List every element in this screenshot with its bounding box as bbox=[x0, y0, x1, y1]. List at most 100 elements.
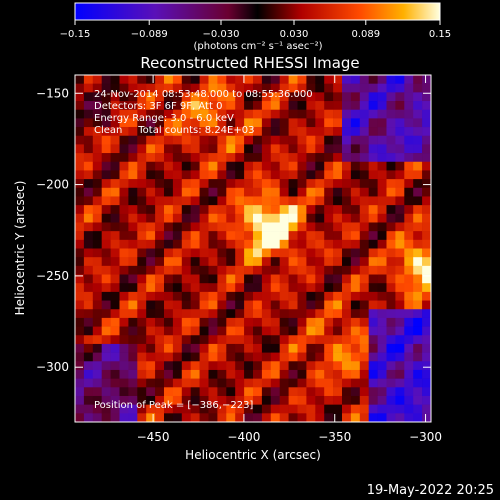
heatmap-cell bbox=[181, 378, 191, 388]
heatmap-cell bbox=[324, 222, 334, 232]
heatmap-cell bbox=[306, 239, 316, 249]
heatmap-cell bbox=[288, 135, 298, 145]
heatmap-cell bbox=[190, 395, 200, 405]
heatmap-cell bbox=[359, 326, 369, 336]
heatmap-cell bbox=[226, 404, 236, 414]
heatmap-cell bbox=[164, 161, 174, 171]
heatmap-cell bbox=[164, 127, 174, 137]
heatmap-cell bbox=[155, 395, 165, 405]
heatmap-cell bbox=[181, 248, 191, 258]
heatmap-cell bbox=[350, 205, 361, 215]
heatmap-cell bbox=[164, 395, 174, 405]
heatmap-cell bbox=[235, 265, 245, 275]
heatmap-cell bbox=[422, 265, 431, 275]
heatmap-cell bbox=[226, 92, 236, 102]
heatmap-cell bbox=[270, 109, 280, 119]
heatmap-cell bbox=[172, 369, 183, 379]
heatmap-cell bbox=[270, 231, 280, 241]
heatmap-cell bbox=[190, 179, 200, 189]
heatmap-cell bbox=[137, 170, 147, 180]
heatmap-cell bbox=[279, 101, 289, 111]
heatmap-cell bbox=[342, 179, 352, 189]
heatmap-cell bbox=[75, 222, 85, 232]
heatmap-cell bbox=[342, 361, 352, 371]
heatmap-cell bbox=[333, 153, 343, 163]
heatmap-cell bbox=[297, 179, 307, 189]
heatmap-cell bbox=[297, 83, 307, 93]
heatmap-cell bbox=[208, 213, 218, 223]
heatmap-cell bbox=[306, 187, 316, 197]
heatmap-cell bbox=[146, 109, 156, 119]
heatmap-cell bbox=[164, 109, 174, 119]
heatmap-cell bbox=[404, 222, 414, 232]
heatmap-cell bbox=[270, 257, 280, 267]
heatmap-cell bbox=[342, 352, 352, 362]
heatmap-cell bbox=[128, 109, 138, 119]
heatmap-cell bbox=[226, 187, 236, 197]
heatmap-cell bbox=[422, 274, 431, 284]
heatmap-cell bbox=[404, 109, 414, 119]
heatmap-cell bbox=[386, 144, 396, 154]
heatmap-cell bbox=[110, 395, 120, 405]
x-tick-label: −350 bbox=[318, 430, 351, 444]
heatmap-cell bbox=[208, 369, 218, 379]
heatmap-cell bbox=[208, 283, 218, 293]
heatmap-cell bbox=[146, 413, 156, 422]
heatmap-cell bbox=[217, 291, 227, 301]
heatmap-cell bbox=[395, 413, 405, 422]
heatmap-cell bbox=[422, 404, 431, 414]
heatmap-cell bbox=[164, 248, 174, 258]
heatmap-cell bbox=[172, 92, 183, 102]
heatmap-cell bbox=[324, 187, 334, 197]
heatmap-cell bbox=[413, 127, 423, 137]
heatmap-cell bbox=[226, 83, 236, 93]
heatmap-cell bbox=[422, 257, 431, 267]
heatmap-cell bbox=[75, 335, 85, 345]
heatmap-cell bbox=[288, 369, 298, 379]
heatmap-cell bbox=[279, 369, 289, 379]
heatmap-cell bbox=[146, 83, 156, 93]
heatmap-cell bbox=[306, 161, 316, 171]
heatmap-cell bbox=[137, 75, 147, 84]
heatmap-cell bbox=[368, 317, 378, 327]
x-tick-label: −400 bbox=[227, 430, 260, 444]
heatmap-cell bbox=[279, 352, 289, 362]
heatmap-cell bbox=[164, 361, 174, 371]
heatmap-cell bbox=[253, 248, 263, 258]
heatmap-cell bbox=[342, 335, 352, 345]
heatmap-cell bbox=[261, 335, 272, 345]
heatmap-cell bbox=[261, 213, 272, 223]
heatmap-cell bbox=[128, 213, 138, 223]
heatmap-cell bbox=[315, 92, 325, 102]
heatmap-cell bbox=[253, 135, 263, 145]
heatmap-cell bbox=[164, 317, 174, 327]
heatmap-cell bbox=[172, 109, 183, 119]
heatmap-cell bbox=[315, 161, 325, 171]
heatmap-cell bbox=[83, 153, 94, 163]
heatmap-cell bbox=[324, 300, 334, 310]
heatmap-cell bbox=[92, 239, 102, 249]
heatmap-cell bbox=[226, 118, 236, 128]
heatmap-cell bbox=[199, 395, 209, 405]
heatmap-cell bbox=[404, 213, 414, 223]
heatmap-cell bbox=[83, 300, 94, 310]
heatmap-cell bbox=[181, 352, 191, 362]
heatmap-cell bbox=[83, 413, 94, 422]
heatmap-cell bbox=[83, 274, 94, 284]
heatmap-cell bbox=[172, 352, 183, 362]
heatmap-cell bbox=[199, 144, 209, 154]
heatmap-cell bbox=[279, 274, 289, 284]
heatmap-cell bbox=[288, 196, 298, 206]
heatmap-cell bbox=[404, 248, 414, 258]
heatmap-cell bbox=[217, 300, 227, 310]
heatmap-cell bbox=[395, 378, 405, 388]
heatmap-cell bbox=[297, 135, 307, 145]
heatmap-cell bbox=[368, 118, 378, 128]
heatmap-cell bbox=[288, 378, 298, 388]
heatmap-cell bbox=[181, 153, 191, 163]
heatmap-cell bbox=[199, 222, 209, 232]
heatmap-cell bbox=[270, 170, 280, 180]
heatmap-cell bbox=[261, 404, 272, 414]
heatmap-cell bbox=[306, 135, 316, 145]
heatmap-cell bbox=[386, 179, 396, 189]
